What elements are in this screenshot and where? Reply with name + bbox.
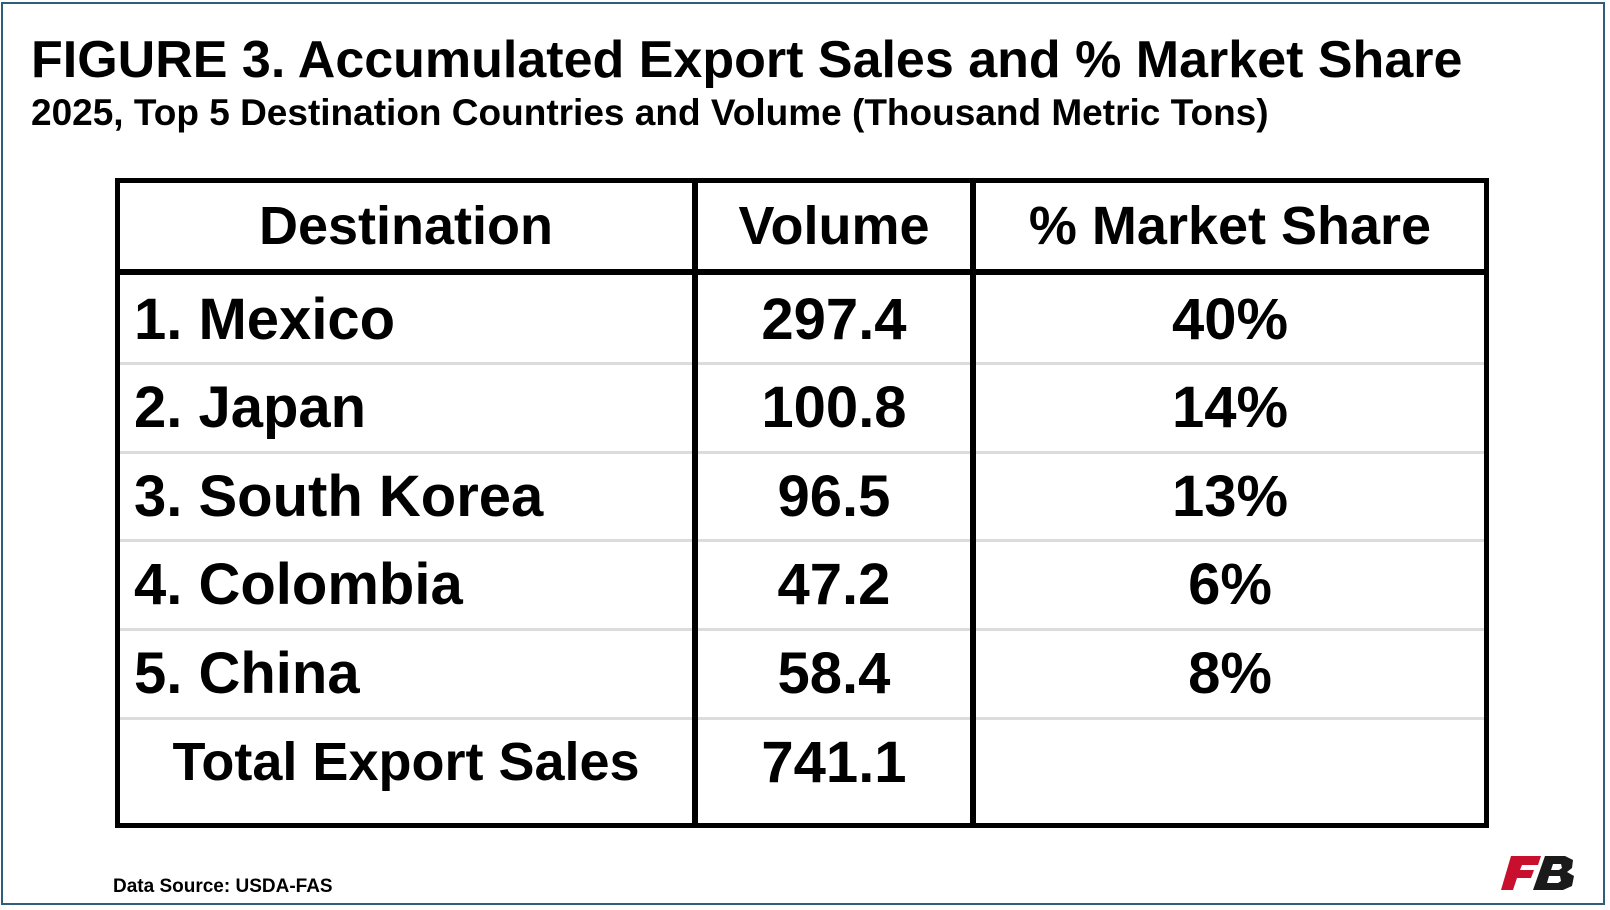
total-cell-destination: Total Export Sales (172, 732, 640, 792)
figure-subtitle: 2025, Top 5 Destination Countries and Vo… (31, 92, 1269, 133)
cell-volume: 96.5 (777, 463, 891, 529)
header-volume: Volume (738, 196, 930, 256)
row-divider (976, 362, 1484, 366)
row-divider (120, 362, 692, 366)
data-source: Data Source: USDA-FAS (113, 876, 333, 897)
table-header-row: Destination Volume % Market Share (120, 183, 1484, 275)
cell-market-share: 13% (1171, 463, 1289, 529)
row-divider (976, 716, 1484, 720)
row-divider (698, 627, 970, 631)
export-table: Destination Volume % Market Share 1. Mex… (115, 178, 1489, 828)
header-market-share: % Market Share (1028, 196, 1432, 256)
column-divider (692, 183, 698, 823)
cell-market-share: 6% (1188, 552, 1272, 618)
figure-title: FIGURE 3. Accumulated Export Sales and %… (31, 31, 1463, 89)
cell-volume: 58.4 (777, 640, 891, 706)
cell-destination: 1. Mexico (134, 286, 396, 352)
cell-volume: 297.4 (761, 286, 907, 352)
cell-destination: 4. Colombia (134, 552, 463, 618)
row-divider (120, 450, 692, 454)
row-divider (698, 362, 970, 366)
cell-destination: 5. China (134, 640, 360, 706)
row-divider (976, 627, 1484, 631)
row-divider (120, 716, 692, 720)
row-divider (120, 627, 692, 631)
row-divider (976, 450, 1484, 454)
fb-logo-icon (1501, 856, 1574, 890)
row-divider (698, 539, 970, 543)
cell-market-share: 8% (1188, 640, 1272, 706)
header-destination: Destination (258, 196, 554, 256)
row-divider (698, 450, 970, 454)
row-divider (698, 716, 970, 720)
cell-destination: 2. Japan (134, 375, 367, 441)
cell-destination: 3. South Korea (134, 463, 544, 529)
cell-volume: 100.8 (761, 375, 907, 441)
column-divider (970, 183, 976, 823)
total-cell-volume: 741.1 (761, 729, 907, 795)
cell-volume: 47.2 (777, 552, 891, 618)
row-divider (120, 539, 692, 543)
cell-market-share: 40% (1171, 286, 1289, 352)
row-divider (976, 539, 1484, 543)
total-cell-market-share (976, 718, 1484, 806)
cell-market-share: 14% (1171, 375, 1289, 441)
